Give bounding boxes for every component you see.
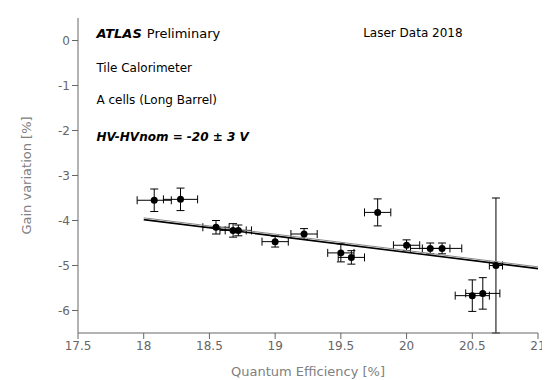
html-text:A cells (Long Barrel): A cells (Long Barrel) xyxy=(96,92,217,107)
html-text:HV-HVnom = -20 ± 3 V: HV-HVnom = -20 ± 3 V xyxy=(96,130,249,145)
svg-text:21: 21 xyxy=(530,339,542,353)
html-text:ATLAS Preliminary: ATLAS Preliminary xyxy=(96,26,221,42)
svg-text:18: 18 xyxy=(136,339,151,353)
svg-text:-4: -4 xyxy=(58,214,70,228)
svg-text:19.5: 19.5 xyxy=(327,339,354,353)
html-text:Tile Calorimeter: Tile Calorimeter xyxy=(96,61,192,76)
svg-text:-5: -5 xyxy=(58,259,70,273)
svg-text:-6: -6 xyxy=(58,304,70,318)
svg-text:20.5: 20.5 xyxy=(459,339,486,353)
svg-text:17.5: 17.5 xyxy=(65,339,92,353)
svg-text:Gain variation [%]: Gain variation [%] xyxy=(19,116,34,234)
svg-text:Quantum Efficiency [%]: Quantum Efficiency [%] xyxy=(231,364,385,379)
svg-text:20: 20 xyxy=(399,339,414,353)
svg-text:-2: -2 xyxy=(58,124,70,138)
html-text:Laser Data 2018: Laser Data 2018 xyxy=(363,26,463,41)
svg-text:-1: -1 xyxy=(58,79,70,93)
svg-text:0: 0 xyxy=(62,34,70,48)
svg-text:18.5: 18.5 xyxy=(196,339,223,353)
svg-text:19: 19 xyxy=(268,339,283,353)
svg-text:-3: -3 xyxy=(58,169,70,183)
